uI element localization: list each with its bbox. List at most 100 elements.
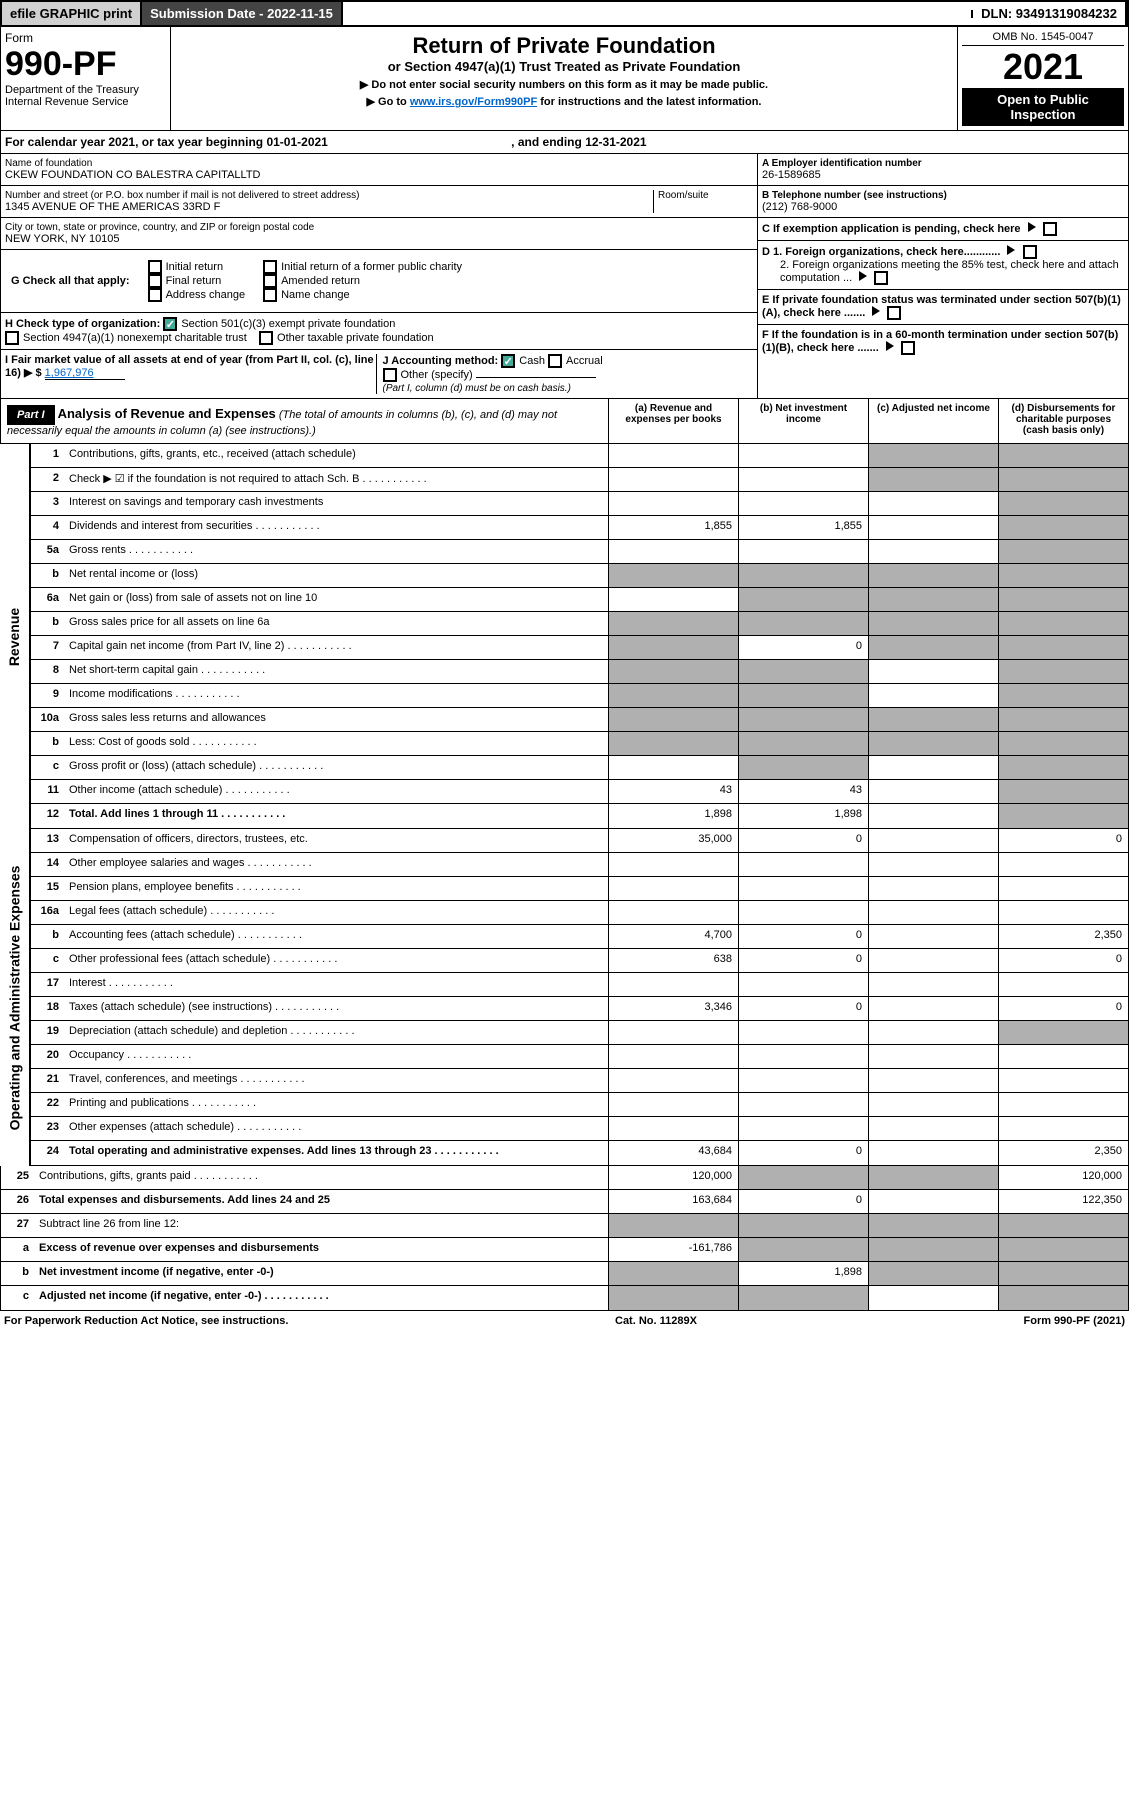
d2-label: 2. Foreign organizations meeting the 85%… bbox=[780, 259, 1119, 284]
cb-e[interactable] bbox=[887, 306, 901, 320]
line-24: 24Total operating and administrative exp… bbox=[31, 1141, 1128, 1165]
col-d-hdr: (d) Disbursements for charitable purpose… bbox=[998, 399, 1128, 443]
line-17: 17Interest bbox=[31, 973, 1128, 997]
cb-amended[interactable] bbox=[263, 274, 277, 288]
b-label: B Telephone number (see instructions) bbox=[762, 190, 1124, 201]
omb-no: OMB No. 1545-0047 bbox=[962, 31, 1124, 46]
cb-other-acct[interactable] bbox=[383, 368, 397, 382]
instr-1: ▶ Do not enter social security numbers o… bbox=[177, 78, 951, 91]
line-16a: 16aLegal fees (attach schedule) bbox=[31, 901, 1128, 925]
spacer bbox=[343, 10, 973, 18]
h-label: H Check type of organization: bbox=[5, 318, 160, 330]
line-15: 15Pension plans, employee benefits bbox=[31, 877, 1128, 901]
line-11: 11Other income (attach schedule)4343 bbox=[31, 780, 1128, 804]
footer-left: For Paperwork Reduction Act Notice, see … bbox=[4, 1315, 288, 1327]
tax-year: 2021 bbox=[962, 46, 1124, 88]
line-c: cGross profit or (loss) (attach schedule… bbox=[31, 756, 1128, 780]
room-label: Room/suite bbox=[658, 190, 753, 201]
line-b: bNet rental income or (loss) bbox=[31, 564, 1128, 588]
line-12: 12Total. Add lines 1 through 111,8981,89… bbox=[31, 804, 1128, 828]
expense-side-label: Operating and Administrative Expenses bbox=[0, 829, 30, 1166]
line-c: cAdjusted net income (if negative, enter… bbox=[1, 1286, 1128, 1310]
footer-mid: Cat. No. 11289X bbox=[615, 1315, 697, 1327]
line-b: bAccounting fees (attach schedule)4,7000… bbox=[31, 925, 1128, 949]
line-a: aExcess of revenue over expenses and dis… bbox=[1, 1238, 1128, 1262]
cb-initial-public[interactable] bbox=[263, 260, 277, 274]
dept-label: Department of the Treasury bbox=[5, 84, 166, 96]
foundation-name: CKEW FOUNDATION CO BALESTRA CAPITALLTD bbox=[5, 169, 753, 181]
addr-label: Number and street (or P.O. box number if… bbox=[5, 190, 653, 201]
expense-section: Operating and Administrative Expenses 13… bbox=[0, 829, 1129, 1166]
dln: DLN: 93491319084232 bbox=[973, 2, 1127, 25]
part1-title: Analysis of Revenue and Expenses bbox=[58, 406, 276, 421]
line-25: 25Contributions, gifts, grants paid120,0… bbox=[1, 1166, 1128, 1190]
name-label: Name of foundation bbox=[5, 158, 753, 169]
footer-right: Form 990-PF (2021) bbox=[1024, 1315, 1125, 1327]
g-label: G Check all that apply: bbox=[11, 275, 130, 287]
cb-d1[interactable] bbox=[1023, 245, 1037, 259]
form-link[interactable]: www.irs.gov/Form990PF bbox=[410, 96, 537, 108]
ein: 26-1589685 bbox=[762, 169, 1124, 181]
line-26: 26Total expenses and disbursements. Add … bbox=[1, 1190, 1128, 1214]
cb-accrual[interactable] bbox=[548, 354, 562, 368]
line-7: 7Capital gain net income (from Part IV, … bbox=[31, 636, 1128, 660]
fmv-link[interactable]: 1,967,976 bbox=[45, 367, 125, 380]
form-subtitle: or Section 4947(a)(1) Trust Treated as P… bbox=[177, 59, 951, 74]
col-c-hdr: (c) Adjusted net income bbox=[868, 399, 998, 443]
cb-4947[interactable] bbox=[5, 331, 19, 345]
part1-header-row: Part I Analysis of Revenue and Expenses … bbox=[0, 399, 1129, 444]
form-label: Form bbox=[5, 31, 166, 45]
line-5a: 5aGross rents bbox=[31, 540, 1128, 564]
bottom-rows: 25Contributions, gifts, grants paid120,0… bbox=[0, 1166, 1129, 1311]
d1-label: D 1. Foreign organizations, check here..… bbox=[762, 246, 1000, 258]
cb-c[interactable] bbox=[1043, 222, 1057, 236]
line-6a: 6aNet gain or (loss) from sale of assets… bbox=[31, 588, 1128, 612]
c-label: C If exemption application is pending, c… bbox=[762, 223, 1021, 235]
cb-cash[interactable] bbox=[501, 354, 515, 368]
cb-d2[interactable] bbox=[874, 271, 888, 285]
form-header: Form 990-PF Department of the Treasury I… bbox=[0, 27, 1129, 131]
top-bar: efile GRAPHIC print Submission Date - 20… bbox=[0, 0, 1129, 27]
line-20: 20Occupancy bbox=[31, 1045, 1128, 1069]
irs-label: Internal Revenue Service bbox=[5, 96, 166, 108]
line-b: bNet investment income (if negative, ent… bbox=[1, 1262, 1128, 1286]
cb-namechange[interactable] bbox=[263, 288, 277, 302]
cb-other-tax[interactable] bbox=[259, 331, 273, 345]
city: NEW YORK, NY 10105 bbox=[5, 233, 753, 245]
line-21: 21Travel, conferences, and meetings bbox=[31, 1069, 1128, 1093]
line-b: bGross sales price for all assets on lin… bbox=[31, 612, 1128, 636]
form-title: Return of Private Foundation bbox=[177, 33, 951, 59]
j-label: J Accounting method: bbox=[383, 355, 499, 367]
part1-badge: Part I bbox=[7, 405, 55, 425]
cb-501c3[interactable] bbox=[163, 317, 177, 331]
f-label: F If the foundation is in a 60-month ter… bbox=[762, 329, 1118, 354]
line-14: 14Other employee salaries and wages bbox=[31, 853, 1128, 877]
revenue-section: Revenue 1Contributions, gifts, grants, e… bbox=[0, 444, 1129, 829]
e-label: E If private foundation status was termi… bbox=[762, 294, 1121, 319]
line-2: 2Check ▶ ☑ if the foundation is not requ… bbox=[31, 468, 1128, 492]
calendar-year-row: For calendar year 2021, or tax year begi… bbox=[0, 131, 1129, 154]
line-18: 18Taxes (attach schedule) (see instructi… bbox=[31, 997, 1128, 1021]
cb-addrchange[interactable] bbox=[148, 288, 162, 302]
info-section: Name of foundation CKEW FOUNDATION CO BA… bbox=[0, 154, 1129, 399]
cb-f[interactable] bbox=[901, 341, 915, 355]
line-27: 27Subtract line 26 from line 12: bbox=[1, 1214, 1128, 1238]
col-a-hdr: (a) Revenue and expenses per books bbox=[608, 399, 738, 443]
col-b-hdr: (b) Net investment income bbox=[738, 399, 868, 443]
j-note: (Part I, column (d) must be on cash basi… bbox=[383, 383, 571, 394]
line-19: 19Depreciation (attach schedule) and dep… bbox=[31, 1021, 1128, 1045]
line-b: bLess: Cost of goods sold bbox=[31, 732, 1128, 756]
cb-final[interactable] bbox=[148, 274, 162, 288]
line-9: 9Income modifications bbox=[31, 684, 1128, 708]
a-label: A Employer identification number bbox=[762, 158, 1124, 169]
line-10a: 10aGross sales less returns and allowanc… bbox=[31, 708, 1128, 732]
revenue-side-label: Revenue bbox=[0, 444, 30, 829]
line-1: 1Contributions, gifts, grants, etc., rec… bbox=[31, 444, 1128, 468]
line-23: 23Other expenses (attach schedule) bbox=[31, 1117, 1128, 1141]
city-label: City or town, state or province, country… bbox=[5, 222, 753, 233]
instr-2: ▶ Go to www.irs.gov/Form990PF for instru… bbox=[177, 95, 951, 108]
open-public-badge: Open to Public Inspection bbox=[962, 88, 1124, 126]
efile-button[interactable]: efile GRAPHIC print bbox=[2, 2, 142, 25]
line-3: 3Interest on savings and temporary cash … bbox=[31, 492, 1128, 516]
cb-initial[interactable] bbox=[148, 260, 162, 274]
